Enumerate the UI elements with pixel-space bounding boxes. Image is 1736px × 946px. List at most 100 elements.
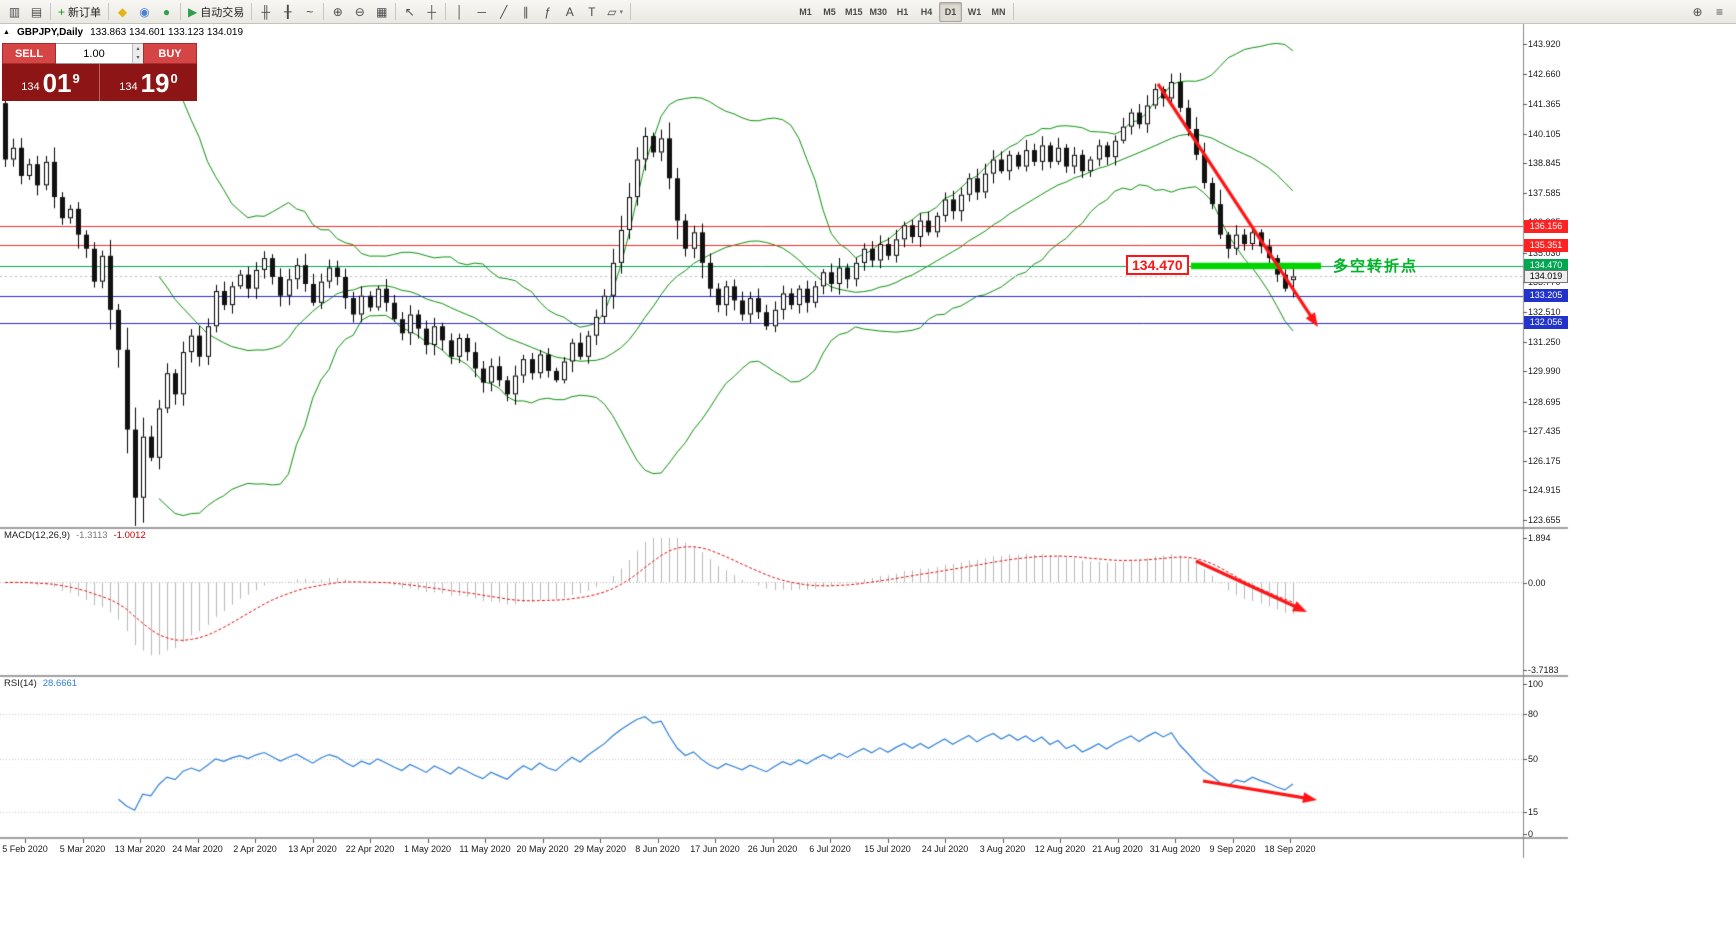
order-buttons-row: SELL 1.00 ▴ ▾ BUY (2, 43, 197, 64)
sell-price-tile[interactable]: 134 01 9 (2, 64, 100, 101)
date-axis-label: 21 Aug 2020 (1092, 844, 1143, 854)
date-axis-label: 17 Jun 2020 (690, 844, 740, 854)
timeframe-m15-button[interactable]: M15 (842, 2, 866, 22)
toolbar-group: ▶ 自动交易 (184, 2, 248, 22)
price-axis-label: 138.845 (1528, 158, 1561, 169)
tile-windows-button[interactable]: ▦ (371, 2, 392, 22)
volume-up-icon[interactable]: ▴ (133, 44, 143, 54)
date-axis-label: 13 Apr 2020 (288, 844, 337, 854)
timeframe-m1-button[interactable]: M1 (794, 2, 817, 22)
sell-button[interactable]: SELL (2, 43, 56, 64)
turning-point-annotation[interactable]: 多空转折点 (1333, 258, 1419, 275)
date-axis-label: 20 May 2020 (516, 844, 569, 854)
window-list-button[interactable]: ≡ (1709, 2, 1730, 22)
bar-chart-icon: ╫ (261, 4, 270, 19)
price-annotation-box[interactable]: 134.470 (1126, 255, 1189, 275)
timeframe-m30-button[interactable]: M30 (867, 2, 891, 22)
price-line-tag: 135.351 (1524, 238, 1568, 252)
buy-price-big: 19 (140, 67, 170, 98)
price-axis-label: 131.250 (1528, 336, 1561, 347)
community-icon: ◉ (139, 4, 150, 19)
fibonacci-icon: ƒ (544, 4, 552, 19)
timeframe-d1-button[interactable]: D1 (939, 1, 963, 22)
trendline-button[interactable]: ╱ (493, 2, 514, 22)
date-axis-label: 5 Mar 2020 (59, 844, 106, 854)
horizontal-line-button[interactable]: ─ (471, 2, 492, 22)
toolbar-separator (395, 3, 397, 20)
market-button[interactable]: ● (156, 2, 177, 22)
volume-value[interactable]: 1.00 (83, 47, 105, 60)
timeframe-m5-button[interactable]: M5 (818, 2, 841, 22)
price-axis-label: 142.660 (1528, 68, 1561, 79)
window-list-icon: ≡ (1715, 4, 1723, 19)
quick-search-button[interactable]: ⊕ (1687, 2, 1708, 22)
fibonacci-button[interactable]: ƒ (537, 2, 558, 22)
date-axis-label: 13 Mar 2020 (114, 844, 166, 854)
crosshair-button[interactable]: ┼ (421, 2, 442, 22)
timeframe-mn-button[interactable]: MN (987, 2, 1010, 22)
toolbar-group: + 新订单 (54, 2, 105, 22)
volume-field[interactable]: 1.00 ▴ ▾ (56, 43, 143, 64)
text-button[interactable]: A (559, 2, 580, 22)
macd-axis-label: 1.894 (1528, 533, 1551, 543)
vertical-line-button[interactable]: │ (449, 2, 470, 22)
price-axis-label: 127.435 (1528, 426, 1561, 437)
date-axis-label: 9 Sep 2020 (1209, 844, 1256, 854)
line-chart-button[interactable]: ~ (299, 2, 320, 22)
toolbar-separator (630, 3, 631, 20)
trendline-icon: ╱ (500, 4, 508, 19)
auto-trading-icon: ▶ (188, 4, 198, 19)
rsi-axis-label: 100 (1528, 679, 1544, 689)
rsi-axis-label: 80 (1528, 709, 1539, 719)
volume-spinner[interactable]: ▴ ▾ (132, 44, 143, 63)
date-axis-label: 24 Jul 2020 (921, 844, 969, 854)
buy-button[interactable]: BUY (143, 43, 197, 64)
timeframe-m1-button-label: M1 (799, 6, 812, 17)
rsi-axis-label: 0 (1528, 829, 1534, 839)
sell-price-sup: 9 (72, 70, 80, 86)
alerts-button[interactable]: ◆ (112, 2, 133, 22)
zoom-in-button[interactable]: ⊕ (327, 2, 348, 22)
text-label-button[interactable]: T (581, 2, 602, 22)
shapes-button[interactable]: ▱ ▾ (603, 2, 627, 22)
price-axis-label: 128.695 (1528, 396, 1561, 407)
profiles-button[interactable]: ▤ (26, 2, 47, 22)
cursor-button[interactable]: ↖ (399, 2, 420, 22)
rsi-axis-label: 15 (1528, 806, 1539, 817)
candlestick-chart-button[interactable]: ╂ (277, 2, 298, 22)
toolbar-separator (445, 3, 447, 20)
timeframe-w1-button[interactable]: W1 (963, 2, 986, 22)
toolbar-group: ▥ ▤ (4, 2, 47, 22)
sell-price-big: 01 (42, 67, 72, 98)
zoom-out-button[interactable]: ⊖ (349, 2, 370, 22)
price-axis-label: 129.990 (1528, 366, 1561, 377)
new-chart-button[interactable]: ▥ (4, 2, 25, 22)
timeframe-m15-button-label: M15 (845, 6, 863, 17)
new-order-icon: + (58, 4, 66, 19)
timeframe-h4-button[interactable]: H4 (915, 2, 938, 22)
macd-name-label: MACD(12,26,9) (4, 530, 70, 541)
price-axis-label: 135.030 (1528, 247, 1561, 258)
auto-trading-button[interactable]: ▶ 自动交易 (184, 2, 248, 22)
new-order-button[interactable]: + 新订单 (54, 2, 105, 22)
text-label-icon: T (588, 4, 596, 19)
price-line-tag: 134.470 (1524, 259, 1568, 273)
toolbar-group: ╫ ╂ ~ (255, 2, 320, 22)
candlestick-chart-icon: ╂ (284, 4, 292, 19)
macd-indicator-label: MACD(12,26,9) -1.3113 -1.0012 (4, 530, 146, 541)
shapes-icon: ▱ (607, 4, 617, 19)
buy-price-tile[interactable]: 134 19 0 (100, 64, 197, 101)
date-axis-label: 26 Jun 2020 (747, 844, 798, 854)
rsi-axis-label: 50 (1528, 754, 1539, 764)
community-button[interactable]: ◉ (134, 2, 155, 22)
timeframe-h1-button[interactable]: H1 (891, 2, 914, 22)
bar-chart-button[interactable]: ╫ (255, 2, 276, 22)
buy-price-prefix: 134 (119, 81, 138, 93)
collapse-chart-icon[interactable]: ▲ (3, 29, 10, 36)
sell-price-prefix: 134 (21, 81, 40, 93)
volume-down-icon[interactable]: ▾ (133, 53, 143, 63)
channel-button[interactable]: ∥ (515, 2, 536, 22)
price-axis-label: 141.365 (1528, 98, 1561, 109)
